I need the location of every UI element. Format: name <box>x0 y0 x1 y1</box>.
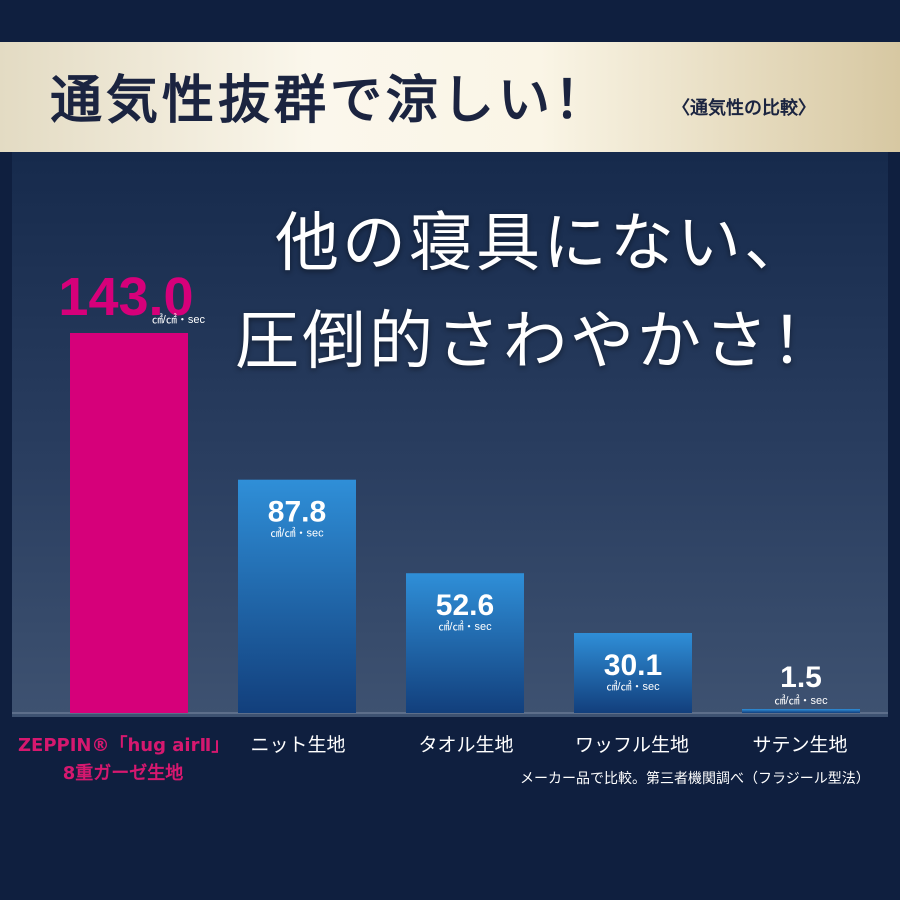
bar-value-label-0: 143.0 <box>58 267 193 327</box>
headline-line-2: 圧倒的さわやかさ！ <box>235 305 838 379</box>
bar-unit-label-4: ㎤/㎠・sec <box>774 694 828 707</box>
highlight-label-line-1: ZEPPIN®「hug airⅡ」 <box>18 735 230 756</box>
bars-group: 143.0㎤/㎠・sec87.8㎤/㎠・sec52.6㎤/㎠・sec30.1㎤/… <box>58 267 860 713</box>
bar-2 <box>406 573 524 713</box>
x-label-satin: サテン生地 <box>752 734 848 756</box>
highlight-label-line-2: 8重ガーゼ生地 <box>62 763 184 784</box>
bar-unit-label-3: ㎤/㎠・sec <box>606 680 660 693</box>
bar-0 <box>70 333 188 713</box>
bar-1 <box>238 479 356 713</box>
banner-title: 通気性抜群で涼しい！ <box>50 70 611 131</box>
x-label-waffle: ワッフル生地 <box>574 734 689 756</box>
bar-value-label-1: 87.8 <box>268 496 326 529</box>
x-label-knit: ニット生地 <box>250 734 346 756</box>
bar-value-label-3: 30.1 <box>604 649 662 682</box>
title-banner: 通気性抜群で涼しい！ 〈通気性の比較〉 <box>0 42 900 152</box>
bar-unit-label-1: ㎤/㎠・sec <box>270 527 324 540</box>
bar-unit-label-2: ㎤/㎠・sec <box>438 620 492 633</box>
bar-3 <box>574 633 692 713</box>
footnote: メーカー品で比較。第三者機関調べ（フラジール型法） <box>520 771 870 787</box>
x-label-towel: タオル生地 <box>418 734 514 756</box>
bar-value-label-2: 52.6 <box>436 589 494 622</box>
bar-unit-label-0: ㎤/㎠・sec <box>152 313 206 326</box>
headline-line-1: 他の寝具にない、 <box>275 207 811 281</box>
bar-4 <box>742 709 860 713</box>
bar-value-label-4: 1.5 <box>780 661 822 694</box>
banner-subtitle: 〈通気性の比較〉 <box>672 98 816 119</box>
highlight-category-label: ZEPPIN®「hug airⅡ」 8重ガーゼ生地 <box>18 732 230 788</box>
